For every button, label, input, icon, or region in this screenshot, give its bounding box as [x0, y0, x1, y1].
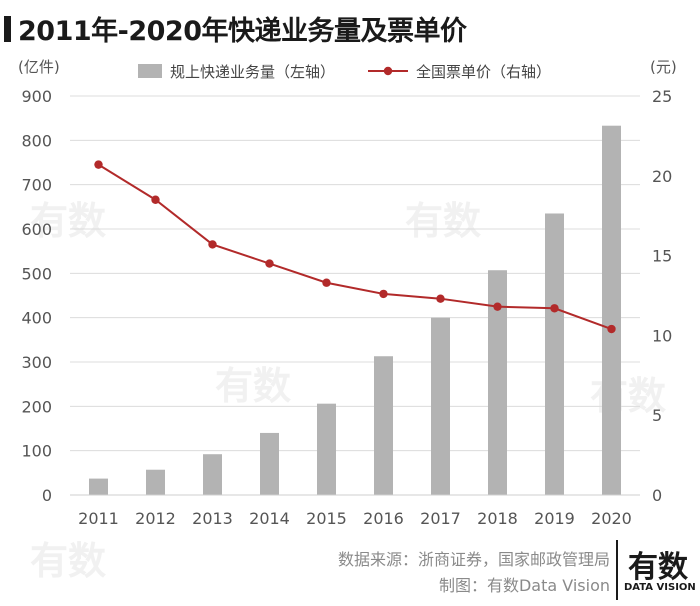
x-tick-label: 2019	[534, 509, 575, 528]
x-tick-label: 2014	[249, 509, 290, 528]
x-tick-label: 2011	[78, 509, 119, 528]
title-accent-bar	[4, 16, 11, 42]
bar	[374, 356, 393, 495]
y-right-tick-label: 10	[652, 326, 672, 345]
credit-text: 制图：有数Data Vision	[438, 576, 610, 595]
line-series	[97, 163, 612, 330]
y-right-tick-label: 0	[652, 486, 662, 505]
logo-main: 有数	[628, 550, 688, 585]
y-left-tick-label: 600	[21, 220, 52, 239]
x-tick-label: 2016	[363, 509, 404, 528]
y-left-tick-label: 100	[21, 442, 52, 461]
y-right-tick-label: 15	[652, 247, 672, 266]
x-tick-label: 2015	[306, 509, 347, 528]
bar	[602, 125, 621, 495]
bar	[89, 478, 108, 495]
legend-bar-label: 规上快递业务量（左轴）	[170, 63, 335, 81]
y-left-tick-label: 300	[21, 353, 52, 372]
watermark: 有数	[405, 199, 482, 243]
line-point	[493, 302, 502, 311]
x-tick-label: 2017	[420, 509, 461, 528]
line-point	[151, 195, 160, 204]
x-tick-label: 2013	[192, 509, 233, 528]
y-right-tick-label: 5	[652, 406, 662, 425]
line-point	[379, 289, 388, 299]
y-left-tick-label: 900	[21, 87, 52, 106]
legend-bar-swatch	[138, 64, 162, 78]
line-point	[322, 278, 331, 287]
line-point	[550, 304, 559, 313]
line-point	[265, 259, 274, 268]
y-left-tick-label: 700	[21, 176, 52, 195]
bar	[488, 270, 507, 495]
bar	[317, 403, 336, 495]
watermark: 有数	[30, 199, 107, 243]
legend-line-label: 全国票单价（右轴）	[416, 63, 551, 81]
bar	[545, 213, 564, 495]
chart-title: 2011年-2020年快递业务量及票单价	[18, 16, 467, 47]
y-right-tick-label: 25	[652, 87, 672, 106]
y-left-tick-label: 200	[21, 397, 52, 416]
x-tick-label: 2012	[135, 509, 176, 528]
y-left-tick-label: 400	[21, 309, 52, 328]
logo-sub: DATA VISION	[624, 582, 696, 593]
x-tick-label: 2020	[591, 509, 632, 528]
line-point	[208, 240, 217, 249]
y-left-unit: (亿件)	[18, 58, 60, 76]
x-tick-label: 2018	[477, 509, 518, 528]
bar	[260, 432, 279, 495]
line-point	[94, 160, 103, 169]
brand-logo: 有数 DATA VISION	[616, 540, 698, 600]
line-point	[436, 294, 445, 303]
legend-line-marker	[383, 66, 393, 76]
bar	[203, 454, 222, 495]
source-text: 数据来源：浙商证券，国家邮政管理局	[337, 550, 610, 569]
bar	[146, 469, 165, 495]
y-left-tick-label: 500	[21, 264, 52, 283]
line-point	[607, 324, 616, 334]
watermark: 有数	[215, 364, 292, 408]
y-right-tick-label: 20	[652, 167, 672, 186]
watermark: 有数	[30, 539, 107, 583]
bar	[431, 317, 450, 495]
source-block: 数据来源：浙商证券，国家邮政管理局 制图：有数Data Vision	[310, 547, 610, 599]
y-left-tick-label: 800	[21, 131, 52, 150]
chart: 0 100 200 300 400 500 600 700 800 900 0 5 10 15 20 25 (亿…	[18, 58, 677, 528]
title-row: 2011年-2020年快递业务量及票单价	[0, 6, 700, 47]
y-left-tick-label: 0	[42, 486, 52, 505]
y-right-unit: (元)	[650, 58, 677, 76]
